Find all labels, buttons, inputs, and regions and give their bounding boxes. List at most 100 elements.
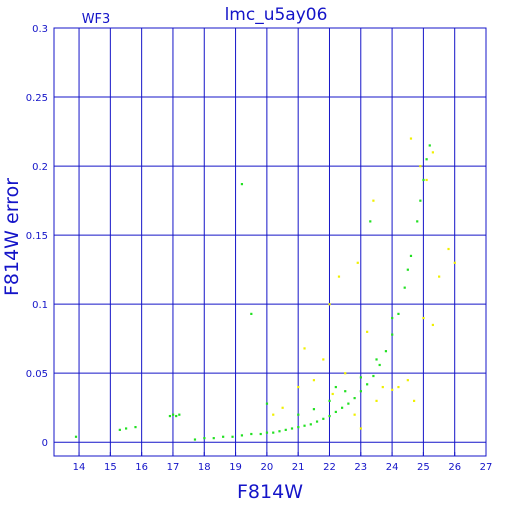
data-point-yellow <box>406 379 409 382</box>
x-tick-label: 24 <box>386 462 399 473</box>
y-tick-label: 0.15 <box>26 231 48 242</box>
data-point-yellow <box>331 392 334 396</box>
data-point-green <box>422 178 425 182</box>
data-point-green <box>369 220 372 223</box>
x-tick-label: 19 <box>229 462 242 473</box>
data-point-green <box>372 374 375 378</box>
data-point-green <box>416 220 419 223</box>
y-tick-label: 0.05 <box>26 369 48 380</box>
plot-frame <box>53 27 487 457</box>
grid <box>54 27 487 456</box>
data-point-green <box>272 431 275 434</box>
data-point-yellow <box>328 303 331 306</box>
x-tick-label: 22 <box>323 462 336 473</box>
data-point-green <box>322 417 325 420</box>
data-point-green <box>303 424 306 427</box>
data-point-yellow <box>431 151 434 154</box>
data-point-green <box>297 426 300 429</box>
data-point-green <box>240 434 244 437</box>
data-point-green <box>125 427 128 430</box>
data-point-green <box>409 254 413 258</box>
data-point-yellow <box>303 347 306 350</box>
x-axis-label: F814W <box>237 481 303 503</box>
data-point-green <box>231 435 234 438</box>
y-tick-label: 0 <box>42 438 48 449</box>
data-point-green <box>425 158 428 161</box>
data-point-green <box>378 363 381 367</box>
data-point-green <box>312 408 316 411</box>
data-point-green <box>240 183 244 186</box>
data-point-green <box>265 402 269 405</box>
data-point-yellow <box>453 261 456 264</box>
data-point-yellow <box>272 413 275 416</box>
data-point-yellow <box>356 261 359 264</box>
data-point-yellow <box>391 388 394 391</box>
data-point-green <box>419 199 422 202</box>
data-point-green <box>168 414 172 418</box>
x-tick-label: 25 <box>417 462 430 473</box>
data-point-green <box>391 316 394 320</box>
data-point-yellow <box>297 385 300 389</box>
data-point-green <box>334 385 337 389</box>
data-point-green <box>347 402 350 405</box>
x-tick-label: 14 <box>73 462 86 473</box>
data-point-green <box>265 431 269 434</box>
data-point-yellow <box>375 399 378 402</box>
data-point-yellow <box>353 413 356 416</box>
plot-border <box>53 27 487 457</box>
data-point-green <box>118 428 121 431</box>
data-point-green <box>203 437 206 440</box>
y-tick-label: 0.1 <box>32 300 48 311</box>
data-point-green <box>341 406 344 409</box>
data-point-green <box>375 358 378 361</box>
y-tick-label: 0.3 <box>32 24 48 35</box>
x-tick-label: 21 <box>292 462 305 473</box>
data-point-green <box>344 390 347 393</box>
data-point-green <box>309 423 312 426</box>
data-point-green <box>391 333 394 336</box>
data-point-green <box>259 432 262 436</box>
data-point-green <box>278 430 281 433</box>
data-point-green <box>359 376 362 379</box>
data-point-green <box>193 438 197 441</box>
data-point-yellow <box>372 199 375 202</box>
data-point-yellow <box>419 165 422 168</box>
data-point-green <box>134 426 137 429</box>
data-point-yellow <box>431 323 434 327</box>
chart-title: lmc_u5ay06 <box>225 5 328 25</box>
data-point-yellow <box>312 379 316 382</box>
data-point-green <box>222 435 225 438</box>
data-point-yellow <box>422 316 425 320</box>
data-point-yellow <box>337 275 341 278</box>
x-tick-label: 26 <box>448 462 461 473</box>
data-point-yellow <box>438 275 441 278</box>
data-point-yellow <box>281 406 284 409</box>
data-point-green <box>171 413 175 416</box>
x-tick-label: 17 <box>167 462 180 473</box>
data-point-green <box>403 286 406 289</box>
y-ticks: 0 0.05 0.1 0.15 0.2 0.25 0.3 <box>26 24 48 449</box>
data-point-yellow <box>344 372 347 375</box>
x-tick-label: 15 <box>104 462 117 473</box>
y-tick-label: 0.25 <box>26 93 48 104</box>
data-point-green <box>366 383 369 386</box>
data-point-yellow <box>413 399 416 402</box>
data-point-green <box>315 420 319 423</box>
data-point-green <box>406 268 409 271</box>
x-tick-label: 23 <box>354 462 367 473</box>
data-point-green <box>284 428 287 431</box>
data-point-yellow <box>381 385 384 389</box>
data-point-yellow <box>322 358 325 361</box>
data-point-green <box>384 350 388 353</box>
data-point-green <box>428 144 431 147</box>
x-tick-label: 16 <box>135 462 148 473</box>
x-tick-label: 27 <box>480 462 493 473</box>
data-point-green <box>359 390 362 393</box>
data-point-yellow <box>425 178 428 182</box>
x-ticks: 14 15 16 17 18 19 20 21 22 23 24 25 26 27 <box>73 452 493 473</box>
y-axis-label: F814W error <box>1 178 23 296</box>
data-point-green <box>297 413 300 416</box>
data-point-green <box>328 414 331 418</box>
data-points <box>74 137 456 441</box>
